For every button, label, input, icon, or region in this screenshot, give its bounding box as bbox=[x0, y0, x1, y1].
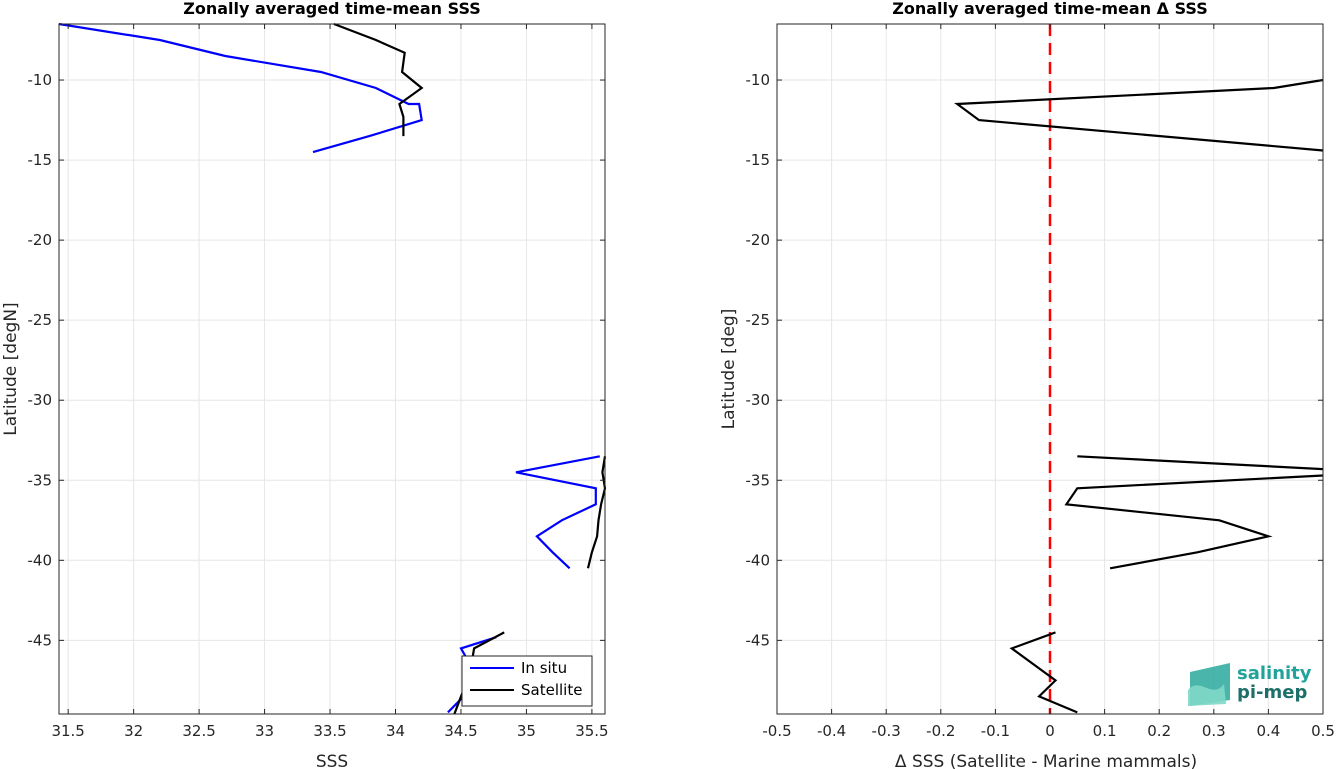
x-tick-label: -0.1 bbox=[981, 722, 1010, 740]
right-ticks: -0.5 -0.4 -0.3 -0.2 -0.1 0 0.1 0.2 0.3 0.4 0.5 -10 -… bbox=[746, 24, 1335, 740]
x-tick-label: 35 bbox=[517, 722, 536, 740]
y-tick-label: -10 bbox=[28, 71, 53, 89]
delta-sss-line-segment-0 bbox=[954, 78, 1324, 152]
y-tick-label: -15 bbox=[746, 151, 771, 169]
y-tick-label: -20 bbox=[28, 231, 53, 249]
x-tick-label: 0 bbox=[1045, 722, 1055, 740]
x-tick-label: 0.4 bbox=[1256, 722, 1280, 740]
x-tick-label: -0.5 bbox=[762, 722, 791, 740]
salinity-pi-mep-logo: salinity pi-mep bbox=[1188, 663, 1312, 706]
in-situ-line-segment-0 bbox=[58, 22, 423, 154]
y-tick-label: -30 bbox=[28, 391, 53, 409]
left-panel: 31.5 32 32.5 33 33.5 34 34.5 35 35.5 -10 -15 -20 -25… bbox=[1, 0, 609, 769]
satellite-line-segment-1 bbox=[586, 456, 607, 569]
x-tick-label: 34.5 bbox=[444, 722, 477, 740]
y-tick-label: -25 bbox=[746, 311, 771, 329]
satellite-line-segment-0 bbox=[333, 22, 424, 137]
x-tick-label: 0.5 bbox=[1311, 722, 1335, 740]
in-situ-line-segment-1 bbox=[515, 455, 601, 570]
x-tick-label: 32 bbox=[124, 722, 143, 740]
logo-text-pi-mep: pi-mep bbox=[1237, 682, 1307, 703]
y-tick-label: -45 bbox=[28, 631, 53, 649]
legend-in-situ-label: In situ bbox=[521, 659, 567, 677]
left-x-axis-label: SSS bbox=[316, 752, 348, 769]
x-tick-label: -0.2 bbox=[926, 722, 955, 740]
y-tick-label: -40 bbox=[28, 551, 53, 569]
x-tick-label: 0.3 bbox=[1202, 722, 1226, 740]
x-tick-label: 0.2 bbox=[1147, 722, 1171, 740]
y-tick-label: -35 bbox=[28, 471, 53, 489]
right-panel: -0.5 -0.4 -0.3 -0.2 -0.1 0 0.1 0.2 0.3 0.4 0.5 -10 -… bbox=[719, 0, 1335, 769]
delta-sss-line-segment-2 bbox=[1064, 474, 1324, 570]
legend-box bbox=[461, 655, 593, 707]
delta-sss-line-segment-1 bbox=[1077, 455, 1324, 471]
x-tick-label: 31.5 bbox=[51, 722, 84, 740]
right-chart-title: Zonally averaged time-mean Δ SSS bbox=[892, 0, 1208, 18]
y-tick-label: -30 bbox=[746, 391, 771, 409]
right-x-axis-label: Δ SSS (Satellite - Marine mammals) bbox=[895, 752, 1197, 769]
x-tick-label: 33.5 bbox=[313, 722, 346, 740]
y-tick-label: -20 bbox=[746, 231, 771, 249]
x-tick-label: 35.5 bbox=[575, 722, 608, 740]
logo-wave-front bbox=[1188, 684, 1226, 706]
x-tick-label: -0.4 bbox=[817, 722, 846, 740]
y-tick-label: -35 bbox=[746, 471, 771, 489]
y-tick-label: -45 bbox=[746, 631, 771, 649]
y-tick-label: -25 bbox=[28, 311, 53, 329]
right-series bbox=[954, 78, 1324, 714]
legend-satellite-label: Satellite bbox=[521, 681, 582, 699]
x-tick-label: 0.1 bbox=[1093, 722, 1117, 740]
right-y-axis-label: Latitude [deg] bbox=[719, 309, 739, 430]
left-series bbox=[58, 22, 607, 715]
y-tick-label: -10 bbox=[746, 71, 771, 89]
left-gridlines bbox=[59, 24, 605, 714]
x-tick-label: 33 bbox=[255, 722, 274, 740]
y-tick-label: -15 bbox=[28, 151, 53, 169]
logo-text-salinity: salinity bbox=[1237, 663, 1312, 684]
left-axes-frame bbox=[58, 23, 606, 715]
x-tick-label: 32.5 bbox=[182, 722, 215, 740]
left-chart-title: Zonally averaged time-mean SSS bbox=[183, 0, 481, 18]
left-y-axis-label: Latitude [degN] bbox=[1, 302, 21, 435]
left-ticks: 31.5 32 32.5 33 33.5 34 34.5 35 35.5 -10 -15 -20 -25… bbox=[28, 24, 609, 740]
x-tick-label: -0.3 bbox=[872, 722, 901, 740]
delta-sss-line-segment-3 bbox=[1009, 631, 1078, 714]
x-tick-label: 34 bbox=[386, 722, 405, 740]
legend: In situ Satellite bbox=[461, 655, 593, 707]
y-tick-label: -40 bbox=[746, 551, 771, 569]
